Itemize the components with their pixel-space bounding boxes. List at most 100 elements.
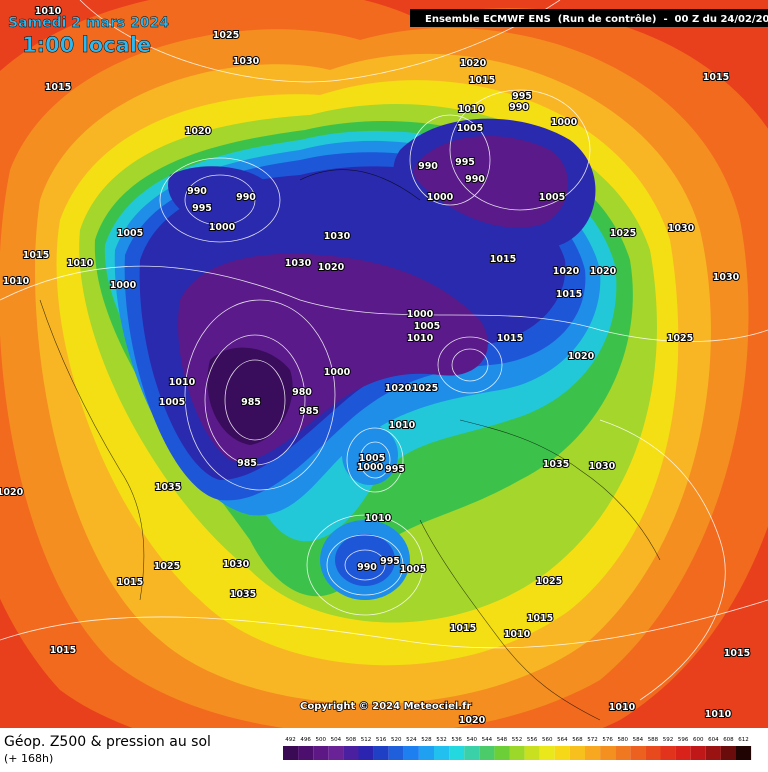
scale-label: 572 xyxy=(587,737,598,743)
scale-swatch xyxy=(675,746,691,760)
isobar-label: 1025 xyxy=(154,561,180,572)
scale-label: 504 xyxy=(331,737,342,743)
scale-label: 556 xyxy=(527,737,538,743)
isobar-label: 1015 xyxy=(469,75,495,86)
scale-label: 584 xyxy=(633,737,644,743)
isobar-label: 1030 xyxy=(589,461,616,472)
isobar-label: 1000 xyxy=(110,280,137,291)
isobar-label: 1035 xyxy=(230,589,256,600)
isobar-label: 1000 xyxy=(407,309,434,320)
isobar-label: 1010 xyxy=(705,709,732,720)
isobar-label: 1015 xyxy=(450,623,476,634)
scale-swatch xyxy=(554,746,570,760)
model-info: Ensemble ECMWF ENS (Run de contrôle) - 0… xyxy=(425,13,768,25)
isobar-label: 1015 xyxy=(703,72,729,83)
scale-swatch xyxy=(403,746,419,760)
isobar-label: 1035 xyxy=(543,459,569,470)
isobar-label: 1000 xyxy=(427,192,454,203)
isobar-label: 980 xyxy=(292,387,312,398)
isobar-label: 995 xyxy=(380,556,400,567)
isobar-label: 1020 xyxy=(460,58,487,69)
isobar-label: 1015 xyxy=(556,289,582,300)
scale-label: 540 xyxy=(467,737,478,743)
isobar-label: 1000 xyxy=(551,117,578,128)
scale-label: 564 xyxy=(557,737,568,743)
isobar-label: 1005 xyxy=(400,564,426,575)
isobar-label: 1025 xyxy=(536,576,562,587)
isobar-label: 1000 xyxy=(357,462,384,473)
scale-swatch xyxy=(736,746,752,760)
scale-label: 600 xyxy=(693,737,704,743)
isobar-label: 995 xyxy=(192,203,212,214)
local-time: 1:00 locale xyxy=(22,33,151,57)
isobar-label: 1020 xyxy=(553,266,580,277)
isobar-label: 1025 xyxy=(610,228,636,239)
isobar-label: 1005 xyxy=(359,453,385,464)
scale-label: 528 xyxy=(421,737,432,743)
footer-title: Géop. Z500 & pression au sol xyxy=(4,734,211,750)
isobar-label: 990 xyxy=(465,174,485,185)
scale-swatch xyxy=(464,746,480,760)
isobar-label: 995 xyxy=(385,464,405,475)
scale-swatch xyxy=(509,746,525,760)
isobar-label: 990 xyxy=(357,562,377,573)
isobar-label: 1020 xyxy=(459,715,486,726)
scale-label: 596 xyxy=(678,737,689,743)
isobar-label: 1020 xyxy=(385,383,412,394)
scale-swatch xyxy=(645,746,661,760)
scale-swatch xyxy=(418,746,434,760)
isobar-label: 1000 xyxy=(324,367,351,378)
scale-label: 524 xyxy=(406,737,417,743)
scale-swatch xyxy=(539,746,555,760)
isobar-label: 1035 xyxy=(155,482,181,493)
isobar-label: 1020 xyxy=(0,487,24,498)
scale-swatch xyxy=(524,746,540,760)
isobar-label: 1030 xyxy=(713,272,740,283)
isobar-label: 1010 xyxy=(3,276,30,287)
model-banner xyxy=(410,9,768,27)
scale-swatch xyxy=(313,746,329,760)
isobar-label: 995 xyxy=(455,157,475,168)
scale-label: 568 xyxy=(572,737,583,743)
scale-label: 532 xyxy=(436,737,447,743)
scale-label: 560 xyxy=(542,737,553,743)
isobar-label: 1015 xyxy=(117,577,143,588)
scale-label: 492 xyxy=(285,737,296,743)
isobar-label: 1025 xyxy=(412,383,438,394)
scale-swatch xyxy=(720,746,736,760)
scale-label: 548 xyxy=(497,737,508,743)
scale-swatch xyxy=(328,746,344,760)
isobar-label: 1020 xyxy=(185,126,212,137)
isobar-label: 1030 xyxy=(668,223,695,234)
copyright: Copyright © 2024 Meteociel.fr xyxy=(300,701,471,712)
scale-swatch xyxy=(494,746,510,760)
scale-swatch xyxy=(298,746,314,760)
scale-swatch xyxy=(434,746,450,760)
isobar-label: 1010 xyxy=(609,702,636,713)
isobar-label: 990 xyxy=(236,192,256,203)
date: Samedi 2 mars 2024 xyxy=(8,15,169,31)
isobars xyxy=(0,0,768,701)
color-scale: 492 496 500 504 508 512 516 520 524 528 532 536 540 5… xyxy=(283,737,752,760)
isobar-label: 1020 xyxy=(318,262,345,273)
scale-label: 520 xyxy=(391,737,402,743)
isobar-label: 1030 xyxy=(285,258,312,269)
isobar-label: 1015 xyxy=(50,645,76,656)
scale-swatch xyxy=(705,746,721,760)
isobar-label: 1025 xyxy=(213,30,239,41)
isobar-label: 1030 xyxy=(223,559,250,570)
scale-label: 576 xyxy=(602,737,613,743)
isobar-label: 1005 xyxy=(457,123,483,134)
scale-swatch xyxy=(585,746,601,760)
isobar-label: 1010 xyxy=(35,6,62,17)
isobar-label: 985 xyxy=(237,458,257,469)
isobar-label: 1000 xyxy=(209,222,236,233)
isobar-label: 1015 xyxy=(490,254,516,265)
scale-swatch xyxy=(690,746,706,760)
scale-label: 512 xyxy=(361,737,372,743)
isobar-label: 990 xyxy=(418,161,438,172)
isobar-label: 1005 xyxy=(539,192,565,203)
footer-subtitle: (+ 168h) xyxy=(4,752,53,765)
